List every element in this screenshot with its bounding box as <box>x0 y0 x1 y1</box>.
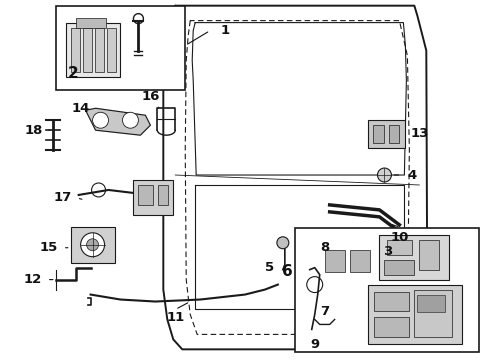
Polygon shape <box>86 108 150 135</box>
Bar <box>158 185 168 205</box>
Bar <box>106 28 116 72</box>
Bar <box>71 227 115 263</box>
Circle shape <box>277 237 289 249</box>
Text: 11: 11 <box>166 311 184 324</box>
Bar <box>368 285 462 345</box>
Bar <box>318 245 377 276</box>
Bar <box>75 18 105 28</box>
Bar <box>295 228 479 352</box>
Text: 3: 3 <box>383 245 392 258</box>
Bar <box>374 318 409 337</box>
Text: 17: 17 <box>53 192 72 204</box>
Bar <box>390 125 399 143</box>
Bar <box>138 185 153 205</box>
Bar <box>417 294 445 312</box>
Bar <box>379 235 449 280</box>
Text: 16: 16 <box>141 90 160 103</box>
Text: 10: 10 <box>390 231 409 244</box>
Bar <box>71 28 80 72</box>
Circle shape <box>81 233 104 257</box>
Bar <box>385 260 415 275</box>
Text: 5: 5 <box>266 261 274 274</box>
Bar <box>325 250 344 272</box>
Text: 9: 9 <box>310 338 319 351</box>
Text: 14: 14 <box>72 102 90 115</box>
Bar <box>415 289 452 337</box>
Circle shape <box>87 239 98 251</box>
Bar <box>56 6 185 90</box>
Text: 7: 7 <box>320 305 329 318</box>
Bar <box>66 23 121 77</box>
Bar <box>349 250 369 272</box>
Bar <box>372 125 385 143</box>
Bar <box>368 120 405 148</box>
Text: 2: 2 <box>67 66 78 81</box>
Bar <box>95 28 103 72</box>
Bar <box>388 240 413 255</box>
Text: 15: 15 <box>40 241 58 254</box>
Bar <box>419 240 439 270</box>
Text: 6: 6 <box>282 264 293 279</box>
Text: 4: 4 <box>408 168 417 181</box>
Circle shape <box>377 168 392 182</box>
Circle shape <box>122 112 138 128</box>
Text: 18: 18 <box>24 124 43 137</box>
Text: 1: 1 <box>220 24 230 37</box>
Text: 8: 8 <box>320 241 329 254</box>
Bar <box>83 28 92 72</box>
Bar <box>133 180 173 215</box>
Circle shape <box>93 112 108 128</box>
Text: 13: 13 <box>410 127 429 140</box>
Bar <box>374 292 409 311</box>
Text: 12: 12 <box>24 273 42 286</box>
